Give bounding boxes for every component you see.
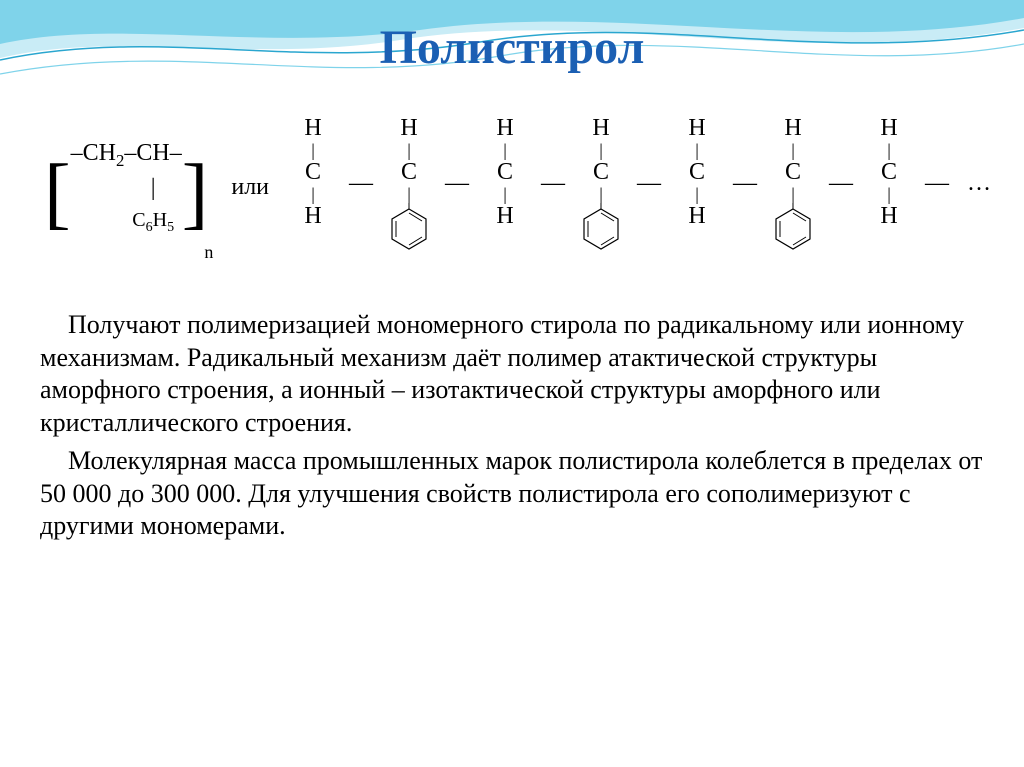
- c-center: C: [881, 159, 897, 185]
- vbond-icon: |: [791, 185, 795, 203]
- repeat-unit-bottom: C6H5: [132, 206, 174, 238]
- vbond-icon: |: [407, 185, 411, 203]
- h-top: H: [688, 115, 705, 141]
- hbond-icon: —: [829, 170, 853, 197]
- phenyl-ring: [580, 203, 622, 259]
- chain-carbon-6: H | C |: [769, 115, 817, 259]
- c-center: C: [785, 159, 801, 185]
- c6-sub: 6: [146, 220, 153, 235]
- c-center: C: [689, 159, 705, 185]
- vbond-icon: |: [695, 141, 699, 159]
- h5-part: H: [153, 209, 167, 231]
- vbond-icon: |: [887, 141, 891, 159]
- vbond-icon: |: [503, 185, 507, 203]
- chain-carbon-3: H | C | H: [481, 115, 529, 259]
- vbond-icon: |: [311, 141, 315, 159]
- vbond-icon: |: [503, 141, 507, 159]
- h-bottom: H: [688, 203, 705, 259]
- ch2-part: –CH: [71, 140, 116, 166]
- left-bracket: [: [44, 163, 71, 223]
- subscript-n: n: [204, 242, 213, 263]
- vbond-icon: |: [599, 185, 603, 203]
- ch-part: –CH–: [124, 140, 181, 166]
- right-bracket: ]: [182, 163, 209, 223]
- vbond-icon: |: [791, 141, 795, 159]
- hbond-icon: —: [733, 170, 757, 197]
- chain-carbon-7: H | C | H: [865, 115, 913, 259]
- c-center: C: [401, 159, 417, 185]
- chain-carbon-4: H | C |: [577, 115, 625, 259]
- c6-part: C: [132, 209, 145, 231]
- hbond-icon: —: [637, 170, 661, 197]
- slide-content: Полистирол [ –CH2–CH– | C6H5 ] n или H |: [0, 0, 1024, 543]
- chain-carbon-5: H | C | H: [673, 115, 721, 259]
- h-bottom: H: [880, 203, 897, 259]
- chain-ellipsis: …: [967, 170, 991, 197]
- paragraph-2: Молекулярная масса промышленных марок по…: [40, 445, 984, 543]
- repeat-unit-bracket: [ –CH2–CH– | C6H5 ] n: [44, 137, 217, 238]
- h-bottom: H: [496, 203, 513, 259]
- c-center: C: [305, 159, 321, 185]
- h-top: H: [592, 115, 609, 141]
- vbond-icon: |: [407, 141, 411, 159]
- phenyl-ring: [772, 203, 814, 259]
- h-top: H: [784, 115, 801, 141]
- hbond-icon: —: [925, 170, 949, 197]
- vbond-icon: |: [599, 141, 603, 159]
- repeat-unit: –CH2–CH– | C6H5: [71, 137, 182, 238]
- h-top: H: [496, 115, 513, 141]
- h-top: H: [400, 115, 417, 141]
- or-label: или: [231, 174, 269, 201]
- hbond-icon: —: [541, 170, 565, 197]
- page-title: Полистирол: [40, 20, 984, 75]
- vbond-icon: |: [311, 185, 315, 203]
- hbond-icon: —: [349, 170, 373, 197]
- structural-formula: [ –CH2–CH– | C6H5 ] n или H | C | H: [40, 115, 984, 259]
- polymer-chain: H | C | H — H | C |: [289, 115, 991, 259]
- h-bottom: H: [304, 203, 321, 259]
- vbond-icon: |: [695, 185, 699, 203]
- paragraph-1: Получают полимеризацией мономерного стир…: [40, 309, 984, 439]
- h5-sub: 5: [167, 220, 174, 235]
- c-center: C: [497, 159, 513, 185]
- chain-carbon-2: H | C |: [385, 115, 433, 259]
- repeat-unit-vbar: |: [151, 172, 156, 206]
- chain-carbon-1: H | C | H: [289, 115, 337, 259]
- phenyl-ring: [388, 203, 430, 259]
- h-top: H: [304, 115, 321, 141]
- hbond-icon: —: [445, 170, 469, 197]
- body-text: Получают полимеризацией мономерного стир…: [40, 309, 984, 543]
- repeat-unit-top: –CH2–CH–: [71, 137, 182, 172]
- vbond-icon: |: [887, 185, 891, 203]
- h-top: H: [880, 115, 897, 141]
- c-center: C: [593, 159, 609, 185]
